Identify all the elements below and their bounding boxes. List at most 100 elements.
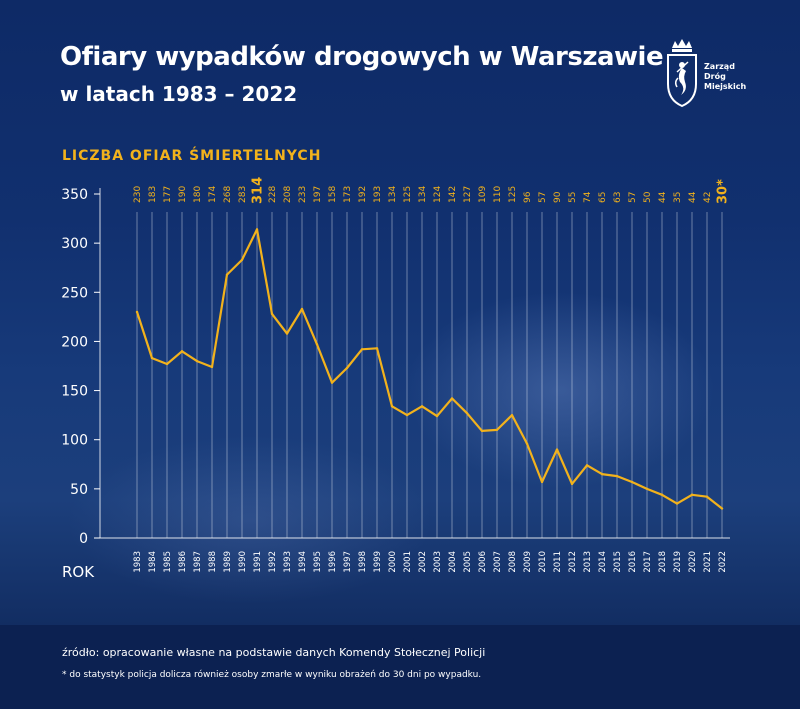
year-label: 2004 — [448, 551, 458, 573]
year-label: 1986 — [178, 551, 188, 573]
data-point — [195, 359, 199, 363]
year-label: 1988 — [208, 551, 218, 573]
value-label: 134 — [418, 186, 428, 203]
footer-band — [0, 625, 800, 709]
value-label: 177 — [163, 186, 173, 203]
value-label: 42 — [703, 192, 713, 203]
year-label: 2012 — [568, 551, 578, 573]
x-axis-label: ROK — [62, 563, 95, 581]
zdm-logo: Zarząd Dróg Miejskich — [664, 38, 774, 108]
data-point — [300, 307, 304, 311]
value-label: 192 — [358, 186, 368, 203]
value-label: 197 — [313, 186, 323, 203]
value-label: 44 — [688, 191, 698, 203]
year-label: 2007 — [493, 551, 503, 573]
value-label: 314 — [251, 177, 266, 204]
year-label: 1992 — [268, 551, 278, 573]
year-label: 1985 — [163, 551, 173, 573]
year-label: 2022 — [718, 551, 728, 573]
background-photo — [0, 0, 800, 625]
value-label: 57 — [628, 192, 638, 203]
value-label: 174 — [208, 186, 218, 203]
data-point — [555, 448, 559, 451]
value-label: 57 — [538, 192, 548, 203]
year-label: 2003 — [433, 551, 443, 573]
value-label: 110 — [493, 186, 503, 203]
data-point — [465, 411, 469, 415]
data-point — [375, 347, 379, 350]
data-point — [180, 350, 184, 353]
data-point — [690, 493, 694, 496]
data-point — [390, 405, 394, 408]
y-tick-label: 350 — [61, 187, 88, 203]
series-label: LICZBA OFIAR ŚMIERTELNYCH — [62, 148, 322, 164]
year-label: 2002 — [418, 551, 428, 573]
data-point — [450, 397, 454, 400]
warsaw-crest-icon — [667, 39, 697, 108]
footnote: * do statystyk policja dolicza również o… — [62, 670, 482, 680]
year-label: 2009 — [523, 551, 533, 573]
y-tick-label: 250 — [61, 285, 88, 301]
data-point — [720, 507, 724, 510]
logo-line: Miejskich — [704, 82, 747, 91]
data-point — [210, 365, 214, 369]
data-point — [315, 343, 319, 346]
logo-line: Zarząd — [704, 62, 735, 71]
value-label: 63 — [613, 192, 623, 203]
value-label: 173 — [343, 186, 353, 203]
value-label: 268 — [223, 186, 233, 203]
year-label: 2017 — [643, 551, 653, 573]
data-point — [345, 366, 349, 370]
series-line — [135, 228, 724, 510]
value-label: 30* — [716, 179, 731, 204]
value-label: 96 — [523, 191, 533, 203]
y-tick-label: 300 — [61, 236, 88, 252]
year-label: 2020 — [688, 551, 698, 573]
year-label: 1987 — [193, 551, 203, 573]
year-label: 1993 — [283, 551, 293, 573]
year-label: 2016 — [628, 551, 638, 573]
year-label: 2008 — [508, 551, 518, 573]
gridlines — [136, 212, 723, 538]
year-label: 2019 — [673, 551, 683, 573]
value-label: 183 — [148, 186, 158, 203]
value-label: 125 — [508, 186, 518, 203]
year-label: 2021 — [703, 551, 713, 573]
data-point — [255, 228, 259, 231]
value-label: 180 — [193, 186, 203, 203]
value-label: 125 — [403, 186, 413, 203]
data-point — [540, 480, 544, 484]
value-label: 109 — [478, 186, 488, 203]
year-label: 2005 — [463, 551, 473, 573]
year-label: 1997 — [343, 551, 353, 573]
data-point — [285, 332, 289, 335]
year-label: 2000 — [388, 551, 398, 573]
value-label: 35 — [673, 192, 683, 203]
year-label: 1994 — [298, 551, 308, 573]
data-point — [240, 258, 244, 262]
value-label: 233 — [298, 186, 308, 203]
value-label: 142 — [448, 186, 458, 203]
value-label: 190 — [178, 186, 188, 203]
value-label: 55 — [568, 192, 578, 203]
data-point — [420, 405, 424, 408]
year-label: 1990 — [238, 551, 248, 573]
data-point — [330, 381, 334, 384]
y-tick-label: 0 — [79, 531, 88, 547]
data-point — [405, 413, 409, 417]
value-labels: 230 183 177 190 180 174 268 283 314 228 208 233 197 1… — [133, 177, 731, 204]
data-point — [495, 428, 499, 432]
page-subtitle: w latach 1983 – 2022 — [60, 82, 298, 106]
year-label: 1998 — [358, 551, 368, 573]
value-label: 65 — [598, 192, 608, 203]
data-point — [270, 312, 274, 316]
data-point — [615, 474, 619, 478]
data-point — [525, 442, 529, 445]
data-point — [150, 356, 154, 360]
data-point — [585, 464, 589, 467]
year-label: 2018 — [658, 551, 668, 573]
year-label: 2010 — [538, 551, 548, 573]
logo-line: Dróg — [704, 72, 726, 81]
y-tick-label: 200 — [61, 334, 88, 350]
